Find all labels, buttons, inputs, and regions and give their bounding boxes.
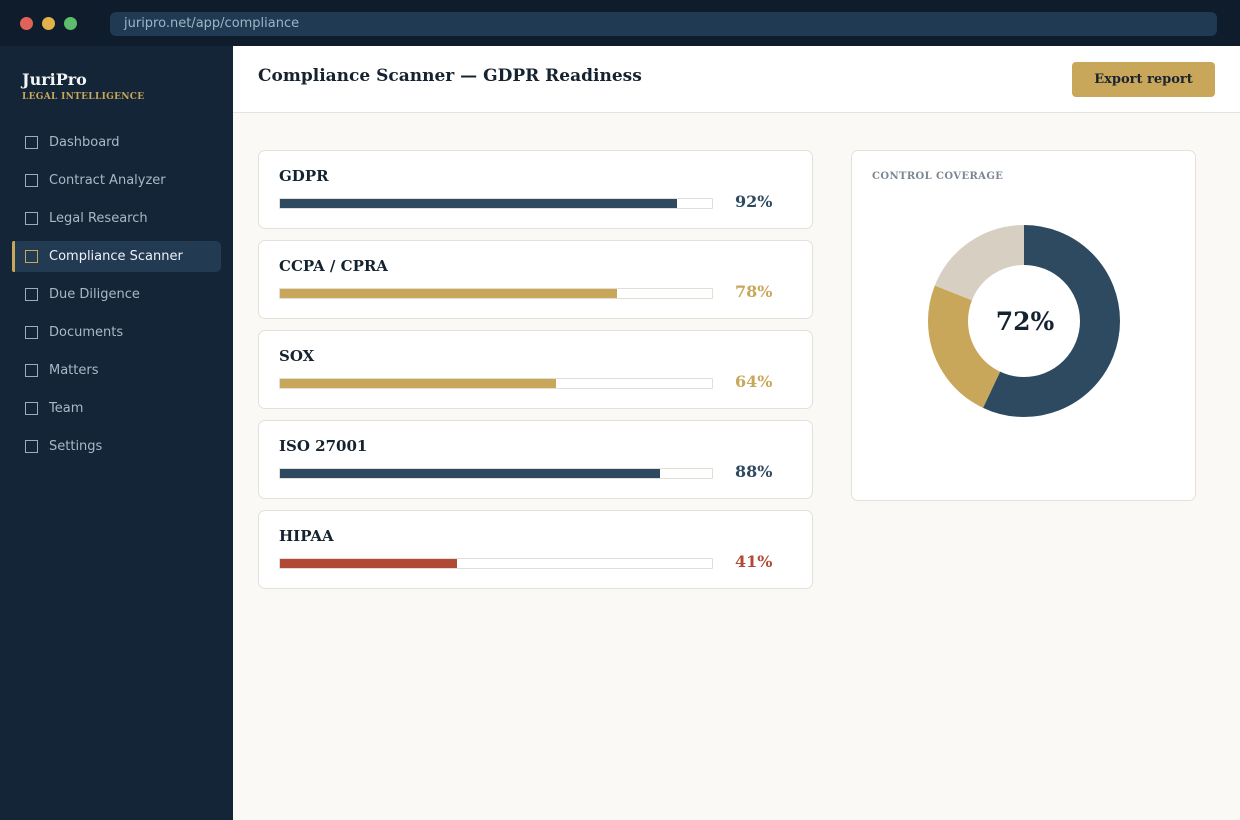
window-maximize-button[interactable] [64, 17, 77, 30]
framework-card-ccpa-cpra[interactable]: CCPA / CPRA 78% [258, 240, 813, 319]
brand-tagline: LEGAL INTELLIGENCE [22, 92, 145, 102]
donut-segment-2 [928, 225, 1120, 417]
coverage-title: CONTROL COVERAGE [872, 171, 1004, 182]
progress-track [279, 288, 713, 299]
progress-track [279, 468, 713, 479]
square-icon [25, 212, 38, 225]
square-icon [25, 364, 38, 377]
progress-fill [280, 289, 617, 298]
framework-percent: 92% [735, 192, 773, 211]
square-icon [25, 136, 38, 149]
framework-name: CCPA / CPRA [279, 257, 388, 275]
framework-name: ISO 27001 [279, 437, 368, 455]
progress-fill [280, 379, 557, 388]
export-report-button[interactable]: Export report [1072, 62, 1215, 97]
donut-segment-3 [928, 225, 1120, 417]
sidebar-item-label: Contract Analyzer [49, 173, 166, 188]
framework-percent: 64% [735, 372, 773, 391]
sidebar-item-settings[interactable]: Settings [12, 431, 221, 462]
sidebar-item-compliance-scanner[interactable]: Compliance Scanner [12, 241, 221, 272]
framework-card-iso-27001[interactable]: ISO 27001 88% [258, 420, 813, 499]
square-icon [25, 288, 38, 301]
sidebar-item-label: Settings [49, 439, 103, 454]
brand-name[interactable]: JuriPro [22, 70, 87, 89]
framework-name: HIPAA [279, 527, 334, 545]
sidebar-item-label: Matters [49, 363, 99, 378]
square-icon [25, 250, 38, 263]
sidebar-item-contract-analyzer[interactable]: Contract Analyzer [12, 165, 221, 196]
framework-card-gdpr[interactable]: GDPR 92% [258, 150, 813, 229]
browser-chrome: juripro.net/app/compliance [0, 0, 1240, 46]
framework-percent: 78% [735, 282, 773, 301]
square-icon [25, 440, 38, 453]
page-title: Compliance Scanner — GDPR Readiness [258, 66, 642, 86]
sidebar-item-label: Compliance Scanner [49, 249, 183, 264]
sidebar-item-dashboard[interactable]: Dashboard [12, 127, 221, 158]
framework-percent: 41% [735, 552, 773, 571]
window-close-button[interactable] [20, 17, 33, 30]
sidebar-item-label: Team [49, 401, 84, 416]
progress-track [279, 378, 713, 389]
square-icon [25, 174, 38, 187]
page-header: Compliance Scanner — GDPR Readiness Expo… [233, 46, 1240, 113]
square-icon [25, 326, 38, 339]
sidebar-item-due-diligence[interactable]: Due Diligence [12, 279, 221, 310]
framework-percent: 88% [735, 462, 773, 481]
square-icon [25, 402, 38, 415]
sidebar-item-label: Dashboard [49, 135, 120, 150]
progress-track [279, 558, 713, 569]
progress-track [279, 198, 713, 209]
main-content: GDPR 92% CCPA / CPRA 78% SOX 64% ISO 270… [233, 113, 1240, 820]
control-coverage-card: CONTROL COVERAGE 72% [851, 150, 1196, 501]
framework-card-sox[interactable]: SOX 64% [258, 330, 813, 409]
sidebar-item-team[interactable]: Team [12, 393, 221, 424]
coverage-center-label: 72% [996, 307, 1055, 336]
coverage-donut-chart: 72% [928, 225, 1120, 417]
sidebar-item-matters[interactable]: Matters [12, 355, 221, 386]
progress-fill [280, 199, 678, 208]
sidebar-item-legal-research[interactable]: Legal Research [12, 203, 221, 234]
sidebar-item-label: Due Diligence [49, 287, 140, 302]
progress-fill [280, 559, 458, 568]
address-bar[interactable]: juripro.net/app/compliance [110, 12, 1217, 36]
sidebar: JuriPro LEGAL INTELLIGENCE Dashboard Con… [0, 46, 233, 820]
framework-name: SOX [279, 347, 315, 365]
progress-fill [280, 469, 661, 478]
framework-name: GDPR [279, 167, 329, 185]
sidebar-item-label: Documents [49, 325, 124, 340]
sidebar-item-label: Legal Research [49, 211, 148, 226]
framework-card-hipaa[interactable]: HIPAA 41% [258, 510, 813, 589]
window-minimize-button[interactable] [42, 17, 55, 30]
sidebar-item-documents[interactable]: Documents [12, 317, 221, 348]
